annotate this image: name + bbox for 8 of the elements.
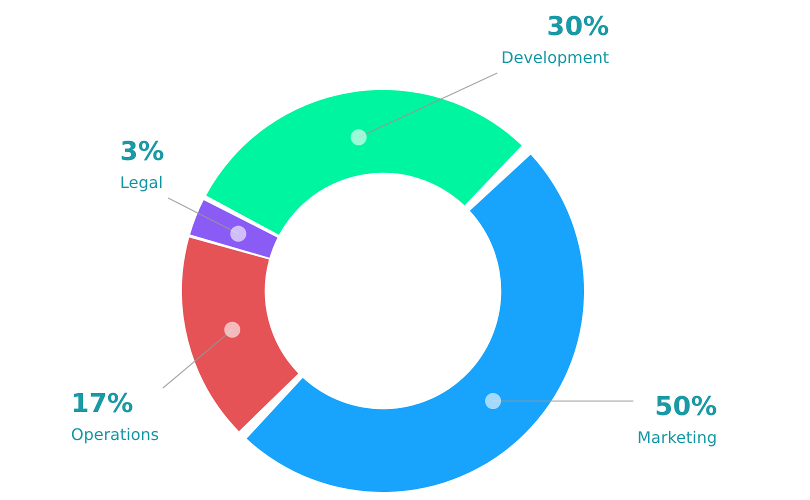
data-label: 30% [546, 12, 609, 42]
slice-label: Legal [120, 173, 163, 192]
data-label: 17% [71, 388, 134, 419]
data-label: 3% [120, 136, 164, 167]
slice-label: Operations [71, 425, 159, 444]
slice-label: Development [501, 48, 609, 68]
slice-label: Marketing [637, 428, 717, 448]
data-label: 50% [654, 392, 717, 422]
